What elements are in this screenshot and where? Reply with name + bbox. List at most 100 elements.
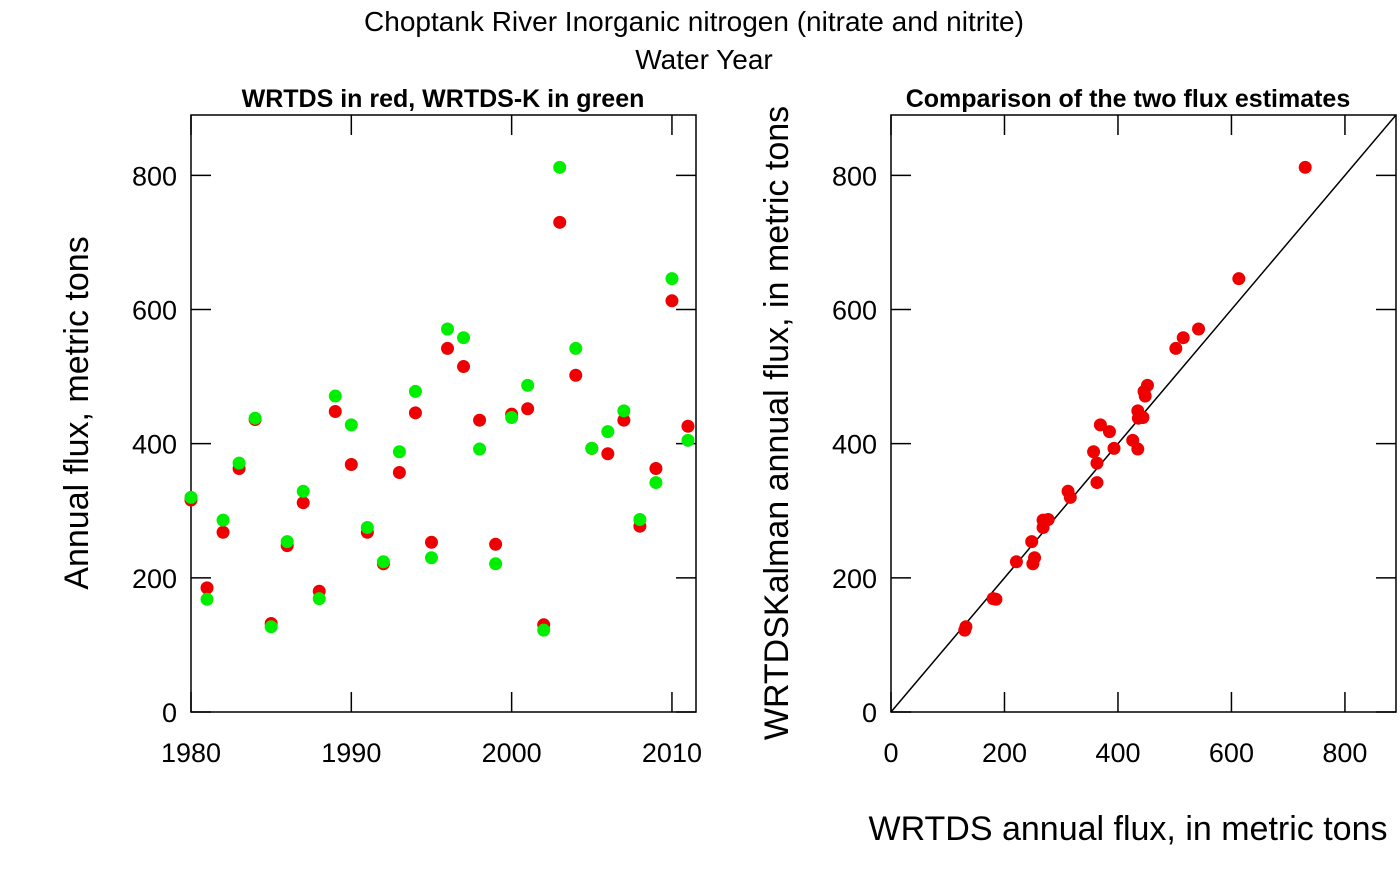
x-axis-label: WRTDS annual flux, in metric tons (869, 810, 1388, 848)
data-point (1169, 341, 1183, 355)
y-tick-label: 400 (132, 430, 177, 460)
y-tick-label: 600 (832, 296, 877, 326)
data-point (441, 322, 455, 336)
chart-panel-1: 0 200 400 600 800 1980 1990 2000 2010 WRTDS in re… (58, 85, 702, 768)
data-point (585, 441, 599, 455)
data-point (665, 294, 679, 308)
data-point (360, 521, 374, 535)
x-tick-label: 600 (1209, 738, 1254, 768)
data-point (248, 411, 262, 425)
x-tick-label: 2010 (642, 738, 702, 768)
data-point (521, 378, 535, 392)
data-point (1102, 425, 1116, 439)
data-point (553, 160, 567, 174)
data-point (1298, 160, 1312, 174)
data-point (376, 555, 390, 569)
plot-frame (890, 114, 1397, 713)
data-point (441, 341, 455, 355)
chart-panel-2: 0 200 400 600 800 0 200 400 600 800 Comparison of … (758, 85, 1397, 848)
data-point (569, 368, 583, 382)
panel-title: WRTDS in red, WRTDS-K in green (242, 85, 645, 113)
data-point (408, 384, 422, 398)
data-point (216, 525, 230, 539)
x-tick-label: 200 (982, 738, 1027, 768)
data-point (200, 592, 214, 606)
y-tick-label: 0 (862, 698, 877, 728)
y-tick-label: 200 (132, 564, 177, 594)
data-point (392, 466, 406, 480)
data-point (473, 413, 487, 427)
data-point (1025, 535, 1039, 549)
data-point (1009, 555, 1023, 569)
data-point (424, 551, 438, 565)
data-point (457, 331, 471, 345)
data-point (1140, 378, 1154, 392)
data-point (408, 406, 422, 420)
data-point (296, 496, 310, 510)
data-point (1131, 404, 1145, 418)
data-point (328, 404, 342, 418)
y-tick-label: 800 (132, 161, 177, 191)
x-tick-label: 400 (1095, 738, 1140, 768)
data-point (1176, 331, 1190, 345)
data-point (280, 535, 294, 549)
data-point (617, 413, 631, 427)
data-point (681, 419, 695, 433)
data-point (344, 457, 358, 471)
data-point (489, 557, 503, 571)
data-point (1232, 272, 1246, 286)
data-point (1087, 445, 1101, 459)
plot-frame (190, 114, 697, 713)
data-point (617, 404, 631, 418)
data-point (344, 418, 358, 432)
data-point (1093, 418, 1107, 432)
data-point (424, 535, 438, 549)
y-tick-label: 800 (832, 161, 877, 191)
x-tick-label: 2000 (482, 738, 542, 768)
data-point (216, 513, 230, 527)
data-point (264, 620, 278, 634)
data-point (1090, 476, 1104, 490)
data-point (1090, 456, 1104, 470)
data-point (1192, 322, 1206, 336)
x-tick-label: 0 (883, 738, 898, 768)
main-title-line2: Water Year (635, 44, 772, 75)
data-point (489, 537, 503, 551)
y-axis-label: WRTDSKalman annual flux, in metric tons (758, 106, 796, 740)
data-point (457, 360, 471, 374)
data-point (681, 433, 695, 447)
data-point (553, 215, 567, 229)
data-point (569, 341, 583, 355)
y-tick-label: 0 (162, 698, 177, 728)
data-point (601, 447, 615, 461)
y-tick-label: 200 (832, 564, 877, 594)
data-point (505, 411, 519, 425)
data-point (392, 445, 406, 459)
data-point (200, 581, 214, 595)
data-point (473, 442, 487, 456)
data-point (296, 484, 310, 498)
data-point (521, 402, 535, 416)
data-point (1026, 557, 1040, 571)
data-point (958, 623, 972, 637)
data-point (232, 456, 246, 470)
panel-title: Comparison of the two flux estimates (906, 85, 1351, 113)
data-point (633, 512, 647, 526)
data-point (328, 389, 342, 403)
x-tick-label: 800 (1322, 738, 1367, 768)
series-2 (184, 160, 695, 637)
data-point (665, 272, 679, 286)
data-point (649, 462, 663, 476)
data-point (184, 490, 198, 504)
data-point (1041, 512, 1055, 526)
data-point (649, 476, 663, 490)
data-point (312, 592, 326, 606)
data-point (1126, 433, 1140, 447)
y-axis-label: Annual flux, metric tons (58, 236, 96, 589)
y-tick-label: 600 (132, 296, 177, 326)
main-title-line1: Choptank River Inorganic nitrogen (nitra… (364, 6, 1024, 37)
data-point (601, 425, 615, 439)
